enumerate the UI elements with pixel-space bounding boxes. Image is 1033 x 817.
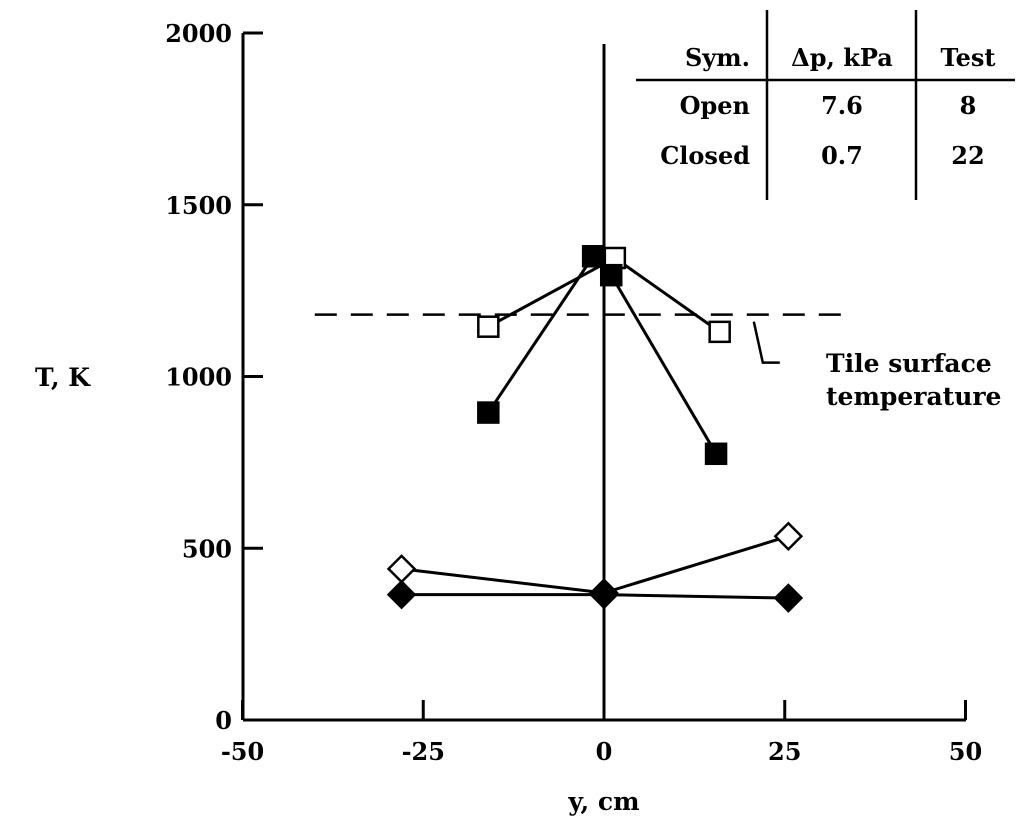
reference-line-label-2: temperature: [826, 382, 1001, 411]
y-tick-label: 0: [215, 706, 232, 735]
data-point: [599, 263, 623, 287]
data-point: [589, 579, 619, 610]
table-cell: 22: [951, 141, 984, 170]
x-tick-label: -50: [221, 737, 264, 766]
data-point: [773, 521, 804, 551]
table-cell: 8: [960, 91, 977, 120]
table-header: Δp, kPa: [791, 43, 893, 72]
data-point: [773, 583, 804, 613]
legend-table: Sym. Δp, kPa Test Open 7.6 8 Closed 0.7 22: [636, 10, 1015, 200]
x-tick-label: 50: [949, 737, 982, 766]
table-header: Test: [941, 43, 996, 72]
table-cell: Closed: [660, 141, 750, 170]
data-point: [386, 554, 417, 584]
data-point: [477, 401, 500, 424]
y-tick-label: 1000: [165, 363, 232, 392]
table-cell: Open: [680, 91, 750, 120]
reference-leader-line: [752, 321, 780, 364]
series-layer: [386, 245, 804, 613]
axes: 0 500 1000 1500 2000 -50 -25 0 25 50: [165, 19, 982, 766]
y-tick-label: 500: [182, 534, 232, 563]
data-point: [708, 320, 731, 344]
x-tick-label: 25: [768, 737, 801, 766]
series-1: [477, 245, 728, 466]
series-0: [477, 246, 731, 344]
data-point: [704, 442, 728, 466]
y-tick-label: 2000: [165, 19, 232, 48]
x-axis-label: y, cm: [567, 787, 639, 816]
y-tick-label: 1500: [165, 191, 232, 220]
y-axis-label: T, K: [35, 363, 91, 392]
table-header: Sym.: [685, 43, 750, 72]
reference-line-label-1: Tile surface: [826, 349, 992, 378]
series-3: [386, 579, 804, 613]
data-point: [386, 579, 417, 610]
x-tick-label: -25: [402, 737, 445, 766]
table-cell: 7.6: [821, 91, 863, 120]
data-point: [477, 315, 500, 338]
series-line: [401, 534, 789, 595]
reference-line: [314, 313, 850, 364]
x-tick-label: 0: [596, 737, 613, 766]
table-cell: 0.7: [821, 141, 863, 170]
data-point: [581, 245, 605, 268]
